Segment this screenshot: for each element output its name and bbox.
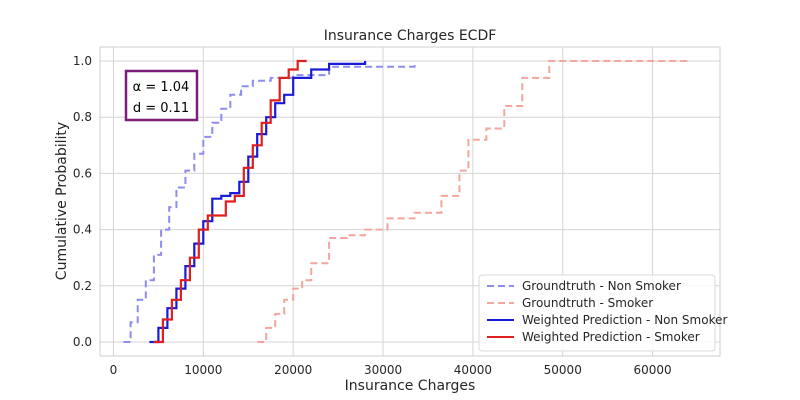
annotation-alpha: α = 1.04 (133, 80, 190, 95)
x-tick-label: 50000 (544, 363, 582, 377)
y-tick-label: 0.6 (73, 166, 92, 180)
plot-area-border (99, 46, 721, 357)
x-tick-label: 10000 (184, 363, 222, 377)
annotation-border (124, 69, 199, 122)
y-axis-label: Cumulative Probability (54, 122, 70, 280)
x-axis-label: Insurance Charges (345, 378, 476, 394)
series-line-3 (149, 61, 367, 344)
x-tick-label: 20000 (274, 363, 312, 377)
x-tick-label: 60000 (634, 363, 672, 377)
tick-labels: 0 10000 20000 30000 40000 50000 60000 0.0 0.2 0.4… (73, 54, 672, 377)
legend-label: Weighted Prediction - Non Smoker (522, 313, 727, 327)
legend-label: Groundtruth - Non Smoker (522, 279, 681, 293)
series-line-1 (123, 61, 416, 343)
y-tick-label: 0.4 (73, 223, 92, 237)
x-tick-label: 30000 (364, 363, 402, 377)
legend-label: Weighted Prediction - Smoker (522, 330, 700, 344)
annotation-d: d = 0.11 (133, 101, 189, 116)
y-tick-label: 0.2 (73, 279, 92, 293)
annotation-box: α = 1.04 d = 0.11 (124, 69, 199, 122)
series-line-2 (257, 60, 689, 343)
y-tick-label: 0.8 (73, 110, 92, 124)
series-line-4 (153, 59, 307, 344)
legend-frame (478, 274, 716, 352)
x-tick-label: 0 (110, 363, 118, 377)
y-tick-label: 1.0 (73, 54, 92, 68)
series-group (123, 59, 689, 344)
grid-lines (100, 47, 720, 356)
legend-label: Groundtruth - Smoker (522, 296, 653, 310)
chart-title: Insurance Charges ECDF (324, 28, 497, 44)
legend: Groundtruth - Non Smoker Groundtruth - Sm… (478, 274, 727, 352)
y-tick-label: 0.0 (73, 335, 92, 349)
x-tick-label: 40000 (454, 363, 492, 377)
